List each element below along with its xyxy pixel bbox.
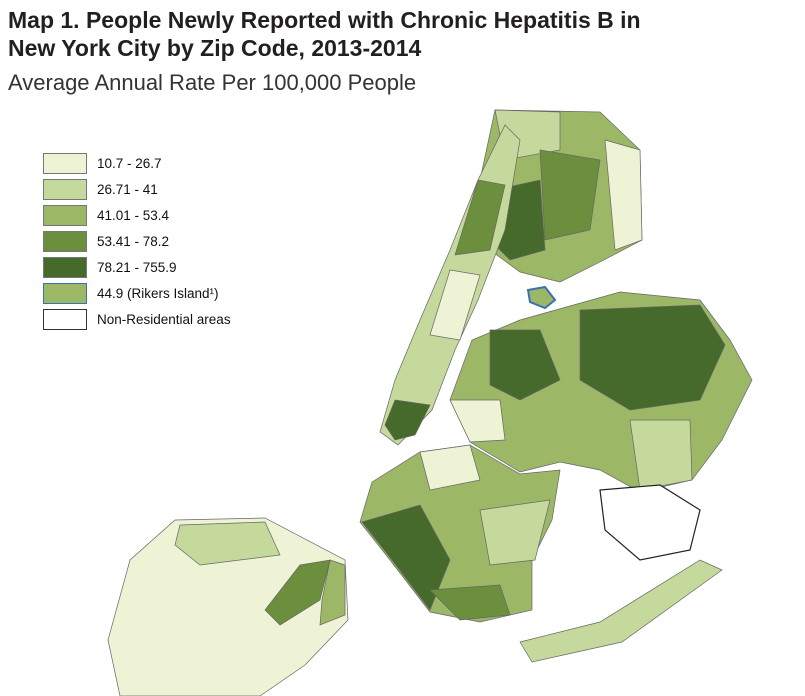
- title-line-2: New York City by Zip Code, 2013-2014: [8, 35, 422, 61]
- zip-area: [539, 149, 601, 241]
- legend-swatch: [43, 256, 87, 278]
- zip-area: [449, 399, 506, 443]
- legend-swatch: [43, 282, 87, 304]
- legend-swatch: [43, 178, 87, 200]
- legend: 10.7 - 26.7 26.71 - 41 41.01 - 53.4 53.4…: [43, 150, 231, 332]
- legend-item: 26.71 - 41: [43, 176, 231, 202]
- map-title: Map 1. People Newly Reported with Chroni…: [8, 6, 641, 62]
- zip-area: [264, 559, 331, 626]
- rockaway: [519, 559, 723, 663]
- zip-area: [174, 521, 281, 566]
- legend-item: Non-Residential areas: [43, 306, 231, 332]
- zip-area: [479, 499, 551, 566]
- legend-item: 10.7 - 26.7: [43, 150, 231, 176]
- legend-label: 53.41 - 78.2: [97, 233, 170, 249]
- legend-item: 41.01 - 53.4: [43, 202, 231, 228]
- rikers-island: [526, 285, 557, 310]
- legend-item: 53.41 - 78.2: [43, 228, 231, 254]
- zip-area: [429, 269, 481, 341]
- legend-label: 44.9 (Rikers Island¹): [97, 285, 219, 301]
- zip-area: [361, 504, 451, 611]
- legend-swatch: [43, 230, 87, 252]
- title-line-1: Map 1. People Newly Reported with Chroni…: [8, 7, 641, 33]
- non-residential-area: [599, 484, 701, 561]
- legend-swatch: [43, 308, 87, 330]
- zip-area: [629, 419, 693, 491]
- legend-label: 41.01 - 53.4: [97, 207, 170, 223]
- legend-item: 44.9 (Rikers Island¹): [43, 280, 231, 306]
- legend-item: 78.21 - 755.9: [43, 254, 231, 280]
- zip-area: [604, 139, 643, 251]
- staten-island: [107, 517, 349, 696]
- zip-area: [489, 329, 561, 401]
- zip-area: [419, 444, 481, 491]
- legend-swatch: [43, 152, 87, 174]
- zip-area: [454, 179, 506, 256]
- legend-label: Non-Residential areas: [97, 311, 231, 327]
- zip-area: [319, 559, 346, 626]
- legend-label: 10.7 - 26.7: [97, 155, 162, 171]
- legend-label: 78.21 - 755.9: [97, 259, 177, 275]
- zip-area: [429, 584, 511, 621]
- map-subtitle: Average Annual Rate Per 100,000 People: [8, 70, 417, 95]
- zip-area: [384, 399, 431, 441]
- legend-swatch: [43, 204, 87, 226]
- legend-label: 26.71 - 41: [97, 181, 158, 197]
- zip-area: [579, 304, 726, 411]
